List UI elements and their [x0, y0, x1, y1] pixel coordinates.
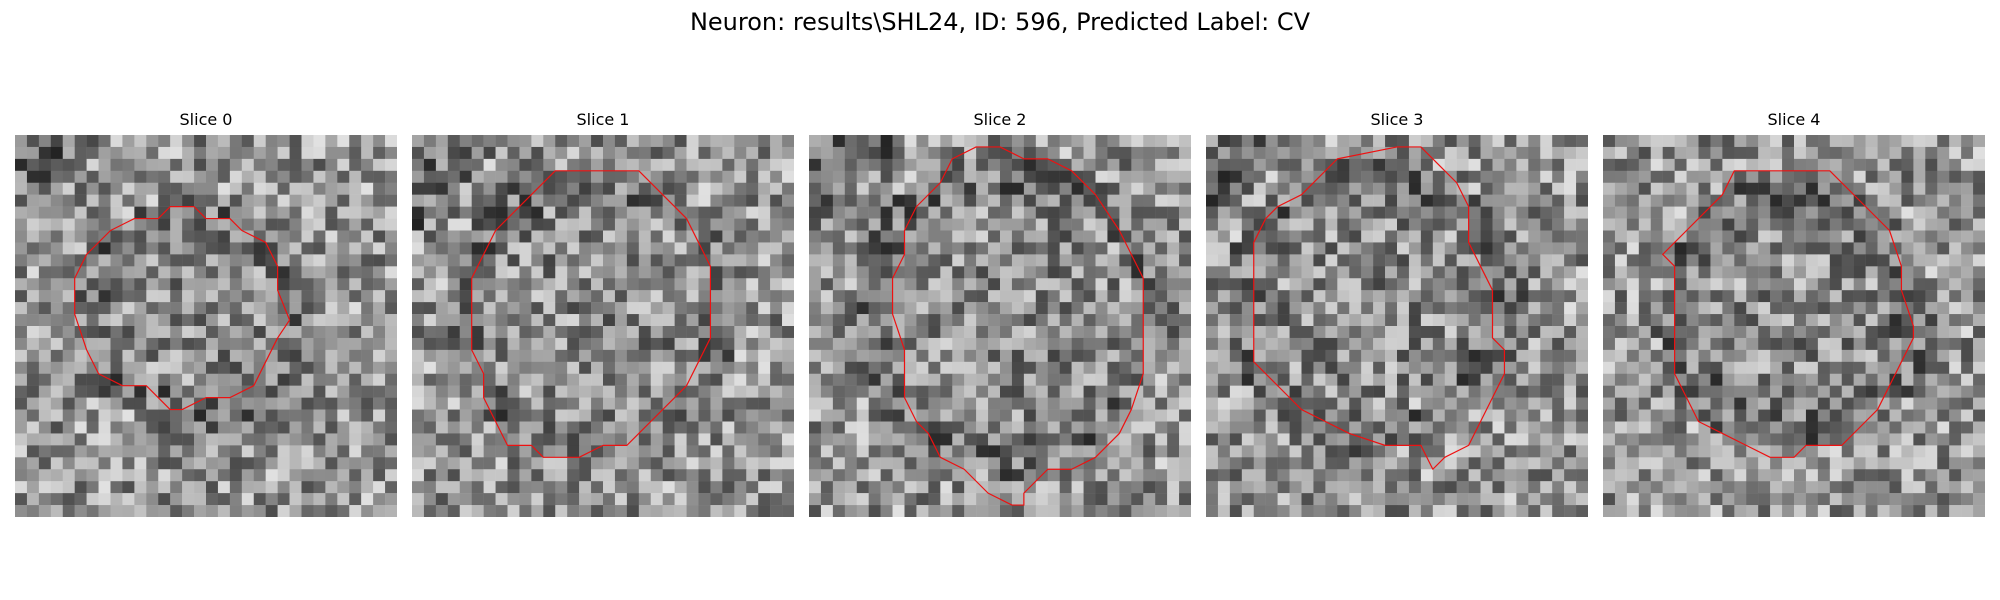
slice-panel-2: Slice 2 [809, 108, 1191, 517]
slice-image-3 [1206, 135, 1588, 517]
slice-panel-1: Slice 1 [412, 108, 794, 517]
roi-contour-3 [1253, 146, 1506, 470]
slice-panel-0: Slice 0 [15, 108, 397, 517]
slice-panel-4: Slice 4 [1603, 108, 1985, 517]
roi-contour-0 [74, 206, 291, 411]
roi-contour-1 [471, 170, 712, 458]
slice-pixels-3 [1206, 135, 1588, 517]
slice-panel-3: Slice 3 [1206, 108, 1588, 517]
roi-contour-4 [1662, 170, 1914, 458]
slice-title-2: Slice 2 [973, 110, 1027, 129]
slice-pixels-2 [809, 135, 1191, 517]
slice-image-4 [1603, 135, 1985, 517]
slice-title-3: Slice 3 [1370, 110, 1424, 129]
slice-image-1 [412, 135, 794, 517]
slice-title-1: Slice 1 [576, 110, 630, 129]
slice-pixels-0 [15, 135, 397, 517]
figure-title: Neuron: results\SHL24, ID: 596, Predicte… [689, 8, 1311, 36]
slice-title-4: Slice 4 [1767, 110, 1821, 129]
roi-contour-2 [891, 146, 1144, 506]
slice-title-0: Slice 0 [179, 110, 233, 129]
slice-image-2 [809, 135, 1191, 517]
slice-image-0 [15, 135, 397, 517]
slice-pixels-1 [412, 135, 794, 517]
slice-pixels-4 [1603, 135, 1985, 517]
